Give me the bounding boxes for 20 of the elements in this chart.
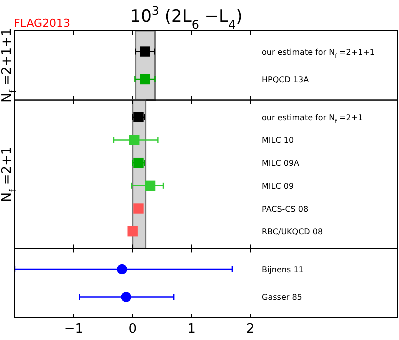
x-tick-label: 0 [128, 322, 137, 337]
y-tick-label: PACS-CS 08 [262, 204, 309, 214]
y-tick-label: RBC/UKQCD 08 [262, 228, 324, 237]
y-tick-label: our estimate for N$_{f}$ =2+1+1 [262, 48, 375, 60]
y-tick-label: HPQCD 13A [262, 75, 310, 84]
point [130, 135, 140, 146]
y-tick-label: MILC 10 [262, 136, 294, 146]
point [134, 204, 144, 214]
point [128, 226, 138, 237]
x-tick-label: 2 [246, 322, 255, 337]
point [145, 180, 156, 192]
y-tick-label: MILC 09A [262, 159, 300, 168]
x-tick-label: −1 [64, 322, 84, 337]
chart-title: 10$^{3}$ (2L$_{6}$ −L$_{4}$) [130, 4, 243, 32]
text: FLAG2013 [14, 17, 71, 30]
x-tick-label: 1 [188, 322, 196, 337]
y-tick-label: Gasser 85 [262, 293, 302, 302]
y-tick-label: MILC 09 [262, 182, 294, 191]
y-tick-label: our estimate for N$_{f}$ =2+1 [262, 113, 364, 126]
y-tick-label: Bijnens 11 [262, 266, 304, 275]
